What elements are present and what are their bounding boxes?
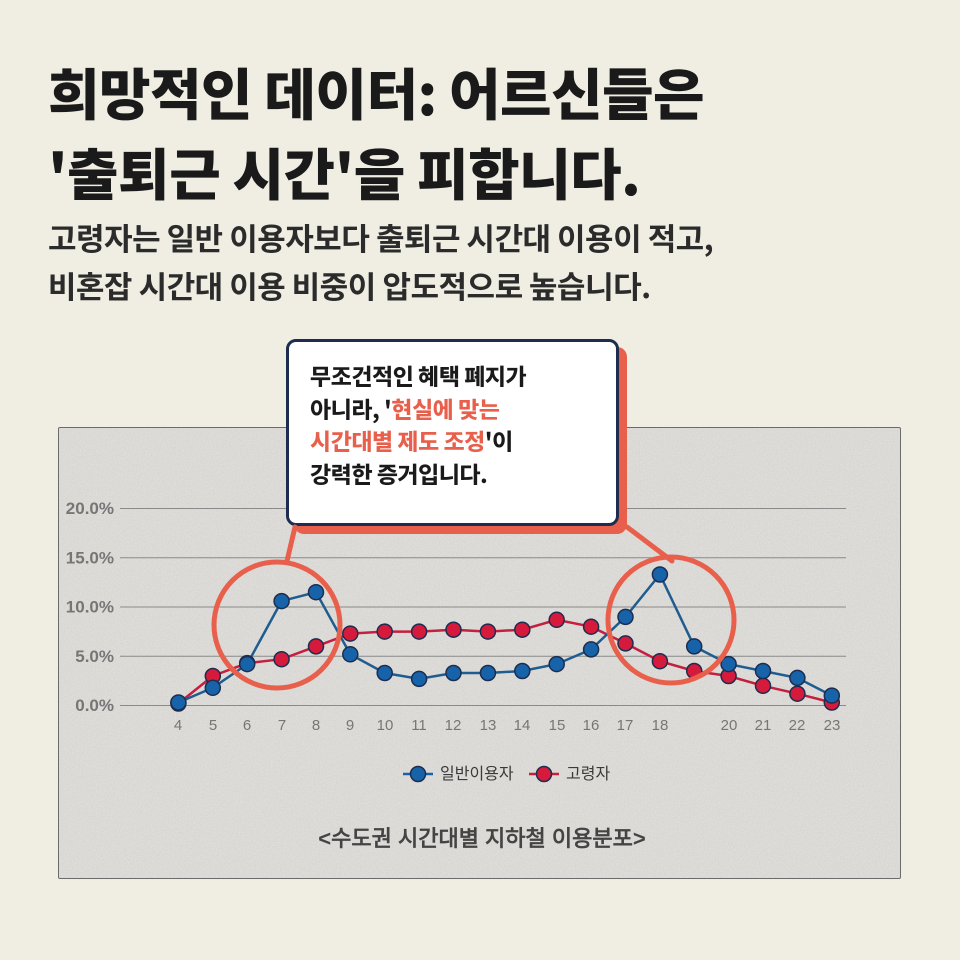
svg-text:12: 12	[445, 717, 462, 734]
svg-text:4: 4	[174, 717, 182, 734]
svg-text:21: 21	[755, 717, 772, 734]
svg-text:8: 8	[312, 717, 320, 734]
svg-text:15.0%: 15.0%	[66, 549, 114, 568]
svg-text:22: 22	[789, 717, 806, 734]
svg-text:0.0%: 0.0%	[75, 696, 114, 715]
svg-text:16: 16	[583, 717, 600, 734]
svg-text:5.0%: 5.0%	[75, 647, 114, 666]
svg-text:20: 20	[721, 717, 738, 734]
svg-text:6: 6	[243, 717, 251, 734]
svg-text:7: 7	[278, 717, 286, 734]
svg-text:10: 10	[377, 717, 394, 734]
svg-text:13: 13	[480, 717, 497, 734]
svg-text:<수도권 시간대별 지하철 이용분포>: <수도권 시간대별 지하철 이용분포>	[318, 826, 645, 851]
svg-text:23: 23	[824, 717, 841, 734]
svg-text:18: 18	[652, 717, 669, 734]
svg-text:10.0%: 10.0%	[66, 598, 114, 617]
svg-text:14: 14	[514, 717, 531, 734]
svg-text:9: 9	[346, 717, 354, 734]
svg-text:20.0%: 20.0%	[66, 499, 114, 518]
svg-text:5: 5	[209, 717, 217, 734]
svg-text:17: 17	[617, 717, 634, 734]
svg-text:15: 15	[549, 717, 566, 734]
svg-text:11: 11	[411, 717, 427, 734]
svg-text:고령자: 고령자	[566, 765, 610, 783]
svg-text:일반이용자: 일반이용자	[440, 765, 514, 783]
